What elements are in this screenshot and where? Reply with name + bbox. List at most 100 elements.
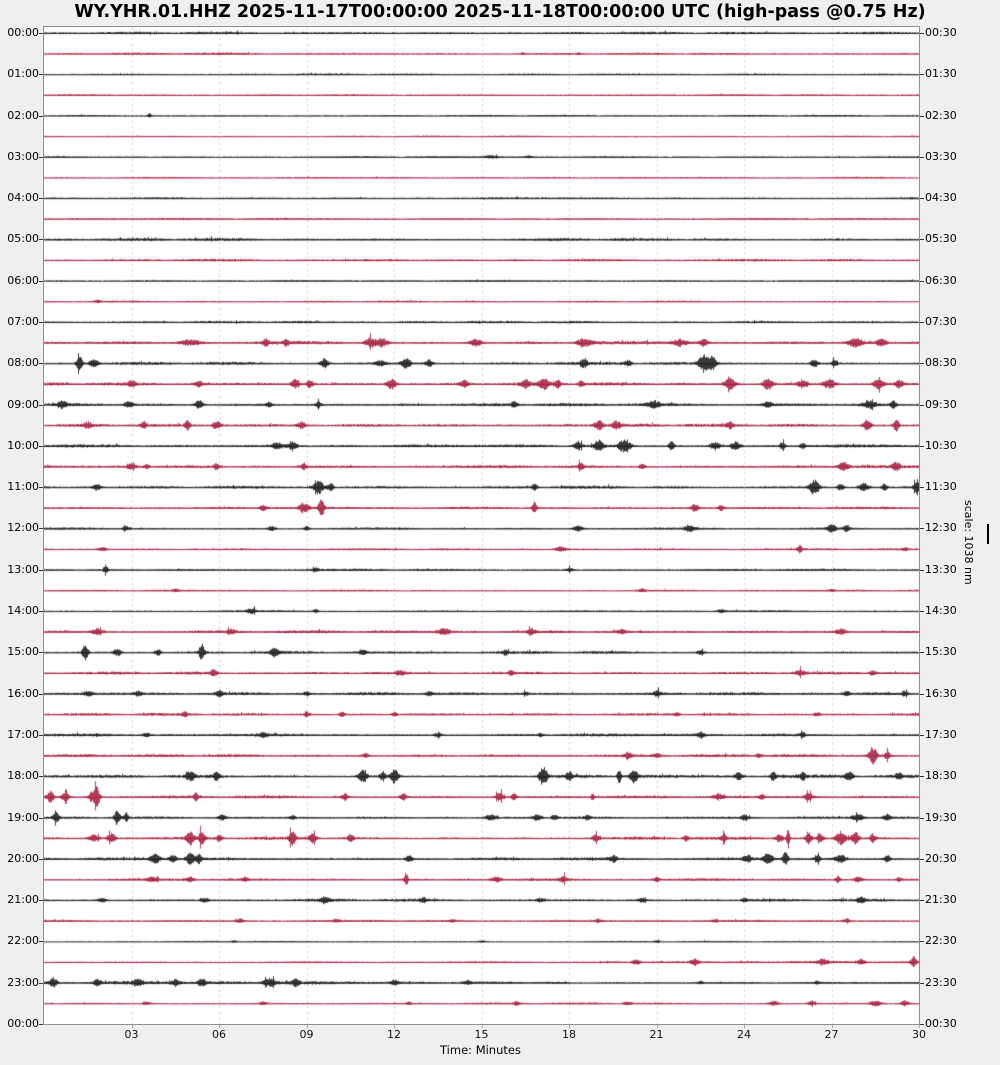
right-axis-tick: [920, 115, 924, 117]
right-axis-tick: [920, 198, 924, 200]
right-time-label: 17:30: [925, 727, 957, 741]
left-axis-tick: [39, 982, 43, 984]
left-time-label: 11:00: [7, 480, 39, 494]
right-axis-tick: [920, 322, 924, 324]
right-axis-tick: [920, 652, 924, 654]
right-axis-tick: [920, 817, 924, 819]
right-time-label: 13:30: [925, 562, 957, 576]
right-time-label: 16:30: [925, 686, 957, 700]
x-tick-label: 03: [124, 1028, 139, 1041]
left-axis-tick: [39, 322, 43, 324]
left-time-label: 18:00: [7, 769, 39, 783]
left-axis-tick: [39, 528, 43, 530]
bottom-axis-tick: [919, 1025, 920, 1028]
x-tick-label: 30: [912, 1028, 926, 1041]
left-axis-tick: [39, 115, 43, 117]
left-time-label: 08:00: [7, 356, 39, 370]
right-time-label: 14:30: [925, 604, 957, 618]
left-time-label: 16:00: [7, 686, 39, 700]
right-axis-tick: [920, 569, 924, 571]
left-axis-tick: [39, 280, 43, 282]
left-axis-tick: [39, 858, 43, 860]
left-axis-tick: [39, 198, 43, 200]
left-axis-tick: [39, 156, 43, 158]
x-tick-label: 06: [212, 1028, 226, 1041]
right-axis-tick: [920, 280, 924, 282]
left-axis-tick: [39, 487, 43, 489]
left-time-label: 07:00: [7, 315, 39, 329]
left-axis-tick: [39, 239, 43, 241]
right-time-label: 12:30: [925, 521, 957, 535]
left-axis-tick: [39, 74, 43, 76]
right-axis-tick: [920, 982, 924, 984]
page-title: WY.YHR.01.HHZ 2025-11-17T00:00:00 2025-1…: [74, 2, 926, 22]
left-time-label: 02:00: [7, 108, 39, 122]
right-time-label: 00:30: [925, 26, 957, 39]
right-axis-tick: [920, 74, 924, 76]
left-axis-tick: [39, 404, 43, 406]
x-tick-label: 27: [824, 1028, 839, 1041]
right-axis-tick: [920, 611, 924, 613]
left-time-label: 10:00: [7, 438, 39, 452]
x-axis-title: Time: Minutes: [440, 1043, 521, 1057]
right-axis-tick: [920, 404, 924, 406]
right-time-label: 04:30: [925, 191, 957, 205]
left-time-label: 13:00: [7, 562, 39, 576]
left-axis-tick: [39, 693, 43, 695]
bottom-axis-tick: [219, 1025, 220, 1028]
seismogram-trace-canvas: [44, 27, 919, 1024]
right-axis-tick: [920, 941, 924, 943]
bottom-axis-tick: [394, 1025, 395, 1028]
right-axis-tick: [920, 1024, 924, 1025]
x-tick-label: 18: [562, 1028, 576, 1041]
left-axis-tick: [39, 734, 43, 736]
left-time-label: 22:00: [7, 934, 39, 948]
right-time-label: 23:30: [925, 975, 957, 989]
left-time-label: 01:00: [7, 67, 39, 81]
left-time-label: 19:00: [7, 810, 39, 824]
left-time-label: 21:00: [7, 893, 39, 907]
left-time-label: 23:00: [7, 975, 39, 989]
left-axis-tick: [39, 611, 43, 613]
left-axis-tick: [39, 941, 43, 943]
left-time-label: 00:00: [7, 26, 39, 39]
amplitude-scale-bar: [987, 524, 989, 544]
right-axis-tick: [920, 363, 924, 365]
right-time-label: 00:30: [925, 1017, 957, 1030]
left-time-label: 17:00: [7, 727, 39, 741]
right-time-label: 02:30: [925, 108, 957, 122]
right-axis-tick: [920, 239, 924, 241]
bottom-axis-tick: [744, 1025, 745, 1028]
bottom-axis-tick: [131, 1025, 133, 1028]
left-time-label: 04:00: [7, 191, 39, 205]
right-axis-tick: [920, 33, 924, 34]
left-time-label: 09:00: [7, 397, 39, 411]
left-axis-tick: [39, 445, 43, 447]
x-tick-label: 24: [737, 1028, 751, 1041]
right-time-label: 06:30: [925, 273, 957, 287]
right-axis-tick: [920, 900, 924, 902]
right-time-label: 07:30: [925, 315, 957, 329]
left-time-label: 00:00: [7, 1017, 39, 1030]
left-time-label: 15:00: [7, 645, 39, 659]
left-axis-tick: [39, 817, 43, 819]
left-axis-tick: [39, 1024, 43, 1025]
x-tick-label: 21: [649, 1028, 664, 1041]
plot-area: [43, 26, 920, 1025]
right-time-label: 19:30: [925, 810, 957, 824]
left-time-label: 14:00: [7, 604, 39, 618]
left-axis-tick: [39, 652, 43, 654]
right-time-label: 11:30: [925, 480, 957, 494]
right-time-label: 22:30: [925, 934, 957, 948]
left-time-label: 06:00: [7, 273, 39, 287]
right-axis-tick: [920, 487, 924, 489]
right-axis-tick: [920, 693, 924, 695]
bottom-axis-tick: [569, 1025, 570, 1028]
right-time-label: 15:30: [925, 645, 957, 659]
right-axis-tick: [920, 528, 924, 530]
bottom-axis-tick: [656, 1025, 658, 1028]
left-axis-tick: [39, 363, 43, 365]
left-time-label: 20:00: [7, 851, 39, 865]
x-tick-label: 09: [299, 1028, 314, 1041]
